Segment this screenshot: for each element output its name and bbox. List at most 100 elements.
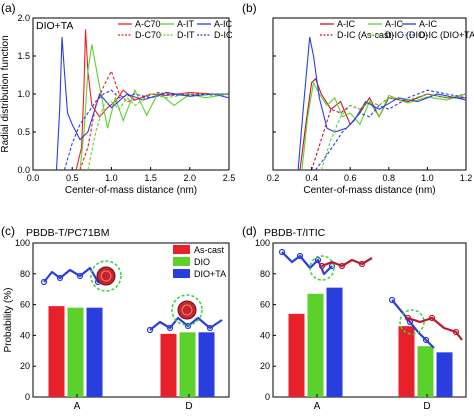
donor-chain (391, 299, 435, 349)
donor-chain-ring (166, 324, 174, 332)
panel-label: (c) (1, 224, 15, 238)
legend-label: A-C70 (135, 19, 161, 29)
donor-chain-ring (278, 248, 286, 256)
series-line-4 (320, 93, 467, 171)
acceptor-chain-ring (318, 262, 326, 270)
legend-label: D-C70 (135, 30, 161, 40)
contact-halo (399, 309, 425, 335)
panel-label: (a) (1, 1, 16, 15)
donor-chain-ring (296, 252, 304, 260)
plot-frame (32, 242, 230, 398)
series-line-5 (315, 89, 467, 171)
panel-title: PBDB-T/PC71BM (26, 227, 109, 239)
legend-label: DIO+TA (194, 269, 226, 279)
y-tick-label: 80 (20, 269, 30, 279)
series-line-1 (79, 44, 230, 171)
y-tick-label: 0 (265, 392, 270, 402)
legend-label: D-IT (177, 30, 195, 40)
x-tick-label: 1.5 (144, 173, 157, 183)
x-tick-label: 2.5 (223, 173, 236, 183)
bar-DIO+TA-D (436, 352, 453, 397)
fullerene-molecule-halo (90, 260, 122, 292)
panel-d: 0 20 40 60 80 100 A D (d) PBDB-T/ITIC (242, 224, 467, 412)
bar-As-cast-D (398, 326, 415, 397)
acceptor-chain (321, 257, 373, 268)
legend-label: D-IC (214, 30, 233, 40)
y-tick-label: 100 (255, 238, 270, 248)
legend-label: D-IC (DIO+TA) (419, 30, 474, 40)
legend-label: A-IC (214, 19, 233, 29)
legend-swatch (173, 245, 190, 254)
panel-label: (b) (242, 1, 257, 15)
donor-chain-ring (40, 278, 48, 286)
x-tick-label: 1.0 (105, 173, 118, 183)
bar-DIO-A (67, 307, 84, 397)
donor-chain-ring (314, 256, 322, 264)
y-tick-label: 20 (260, 361, 270, 371)
x-tick-label: 2.0 (184, 173, 197, 183)
legend-swatch (173, 257, 190, 266)
panel-b: 0.2 0.4 0.6 0.8 1.0 1.2 Center-of-mass distanc… (242, 1, 474, 196)
y-tick-label: 0.0 (17, 165, 30, 175)
donor-chain-ring (76, 272, 84, 280)
category-label: A (74, 401, 81, 412)
legend-label: A-IC (385, 19, 404, 29)
y-axis-label: Radial distribution function (0, 35, 11, 152)
donor-chain-ring (422, 336, 430, 344)
series-line-0 (75, 29, 229, 171)
fullerene-molecule-halo (171, 294, 203, 326)
x-tick-label: 0.2 (267, 173, 280, 183)
y-tick-label: 100 (15, 238, 30, 248)
y-tick-label: 40 (20, 330, 30, 340)
legend-label: A-IT (177, 19, 195, 29)
donor-chain-ring (146, 326, 154, 334)
x-tick-label: 0.5 (66, 173, 79, 183)
x-tick-label: 0.4 (305, 173, 318, 183)
donor-chain (281, 251, 333, 276)
bar-As-cast-A (48, 306, 65, 397)
category-label: D (185, 401, 192, 412)
y-axis-label: Probability (%) (3, 287, 14, 352)
panel-c: 0 20 40 60 80 100 A D Probability (%) (c) PBDB-T/P… (1, 224, 230, 412)
y-tick-label: 0 (25, 392, 30, 402)
bar-DIO-D (417, 346, 434, 397)
donor-chain-ring (184, 322, 192, 330)
legend-label: A-IC (419, 19, 438, 29)
x-tick-label: 0.0 (27, 173, 40, 183)
series-line-3 (79, 69, 229, 171)
bar-As-cast-D (160, 333, 177, 397)
acceptor-chain-ring (452, 328, 460, 336)
panel-a: 0.0 0.5 1.0 1.5 2.0 2.5 0.0 0.5 1.0 1.5 2.0 Center-… (0, 1, 235, 196)
y-tick-label: 1.5 (17, 51, 30, 61)
legend-label: A-IC (337, 19, 356, 29)
fullerene-molecule (177, 300, 197, 320)
y-tick-label: 60 (20, 300, 30, 310)
fullerene-molecule (96, 266, 116, 286)
y-tick-label: 2.0 (17, 13, 30, 23)
y-tick-label: 20 (20, 361, 30, 371)
x-tick-label: 1.0 (421, 173, 434, 183)
acceptor-chain-ring (404, 314, 412, 322)
bar-DIO+TA-A (326, 287, 343, 397)
y-tick-label: 80 (260, 269, 270, 279)
y-tick-label: 60 (260, 300, 270, 310)
acceptor-chain-ring (358, 260, 366, 268)
legend-swatch (173, 269, 190, 278)
acceptor-chain-ring (338, 262, 346, 270)
x-tick-label: 0.8 (383, 173, 396, 183)
plot-frame (272, 242, 467, 398)
series-line-5 (63, 89, 229, 171)
donor-chain-ring (56, 274, 64, 282)
legend-label: As-cast (194, 245, 225, 255)
legend-label: DIO (194, 257, 210, 267)
acceptor-chain (407, 316, 463, 341)
bar-As-cast-A (288, 313, 305, 397)
x-axis-label: Center-of-mass distance (nm) (303, 185, 435, 196)
bar-DIO+TA-A (86, 307, 103, 397)
y-tick-label: 40 (260, 330, 270, 340)
panel-title: PBDB-T/ITIC (264, 227, 326, 239)
bar-DIO-D (179, 332, 196, 397)
category-label: A (314, 401, 321, 412)
contact-halo (309, 255, 335, 281)
